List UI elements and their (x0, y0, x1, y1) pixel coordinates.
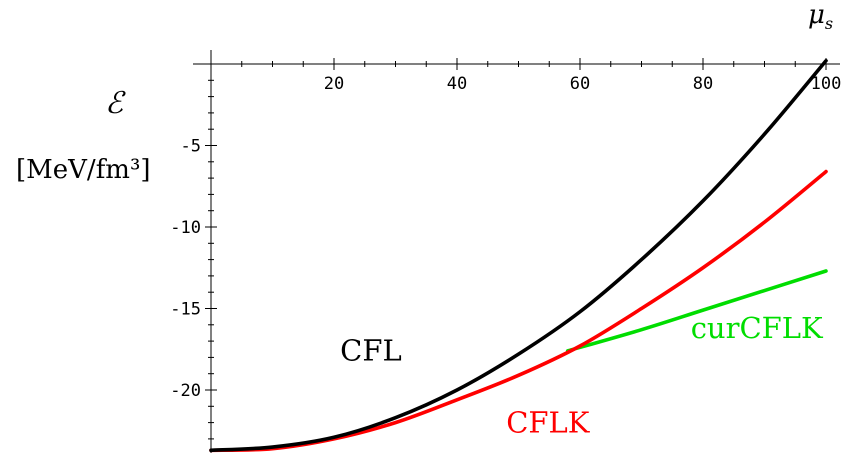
annotation-cflk: CFLK (506, 405, 591, 439)
annotation-cfl: CFL (340, 334, 402, 368)
series-line-cfl (209, 58, 828, 453)
y-tick-label: -5 (181, 137, 201, 157)
x-tick-label: 40 (447, 74, 467, 94)
x-axis-label: μs (808, 0, 833, 33)
series-lines (209, 58, 828, 453)
x-tick-label: 80 (693, 74, 713, 94)
x-ticks: 20 40 60 80 100 (324, 58, 842, 94)
x-tick-label: 60 (570, 74, 590, 94)
y-tick-label: -10 (170, 218, 201, 238)
y-ticks: -5 -10 -15 -20 (170, 137, 217, 401)
minor-ticks (208, 61, 796, 440)
x-tick-label: 100 (811, 74, 842, 94)
y-axis-label-unit: [MeV/fm³] (16, 155, 151, 185)
x-tick-label: 20 (324, 74, 344, 94)
annotation-curcflk: curCFLK (691, 311, 824, 345)
series-line-curcflk (565, 269, 828, 353)
x-axis-label-subscript: s (825, 14, 833, 33)
y-tick-label: -15 (170, 300, 201, 320)
y-axis-label-symbol: ℰ (105, 86, 126, 121)
y-tick-label: -20 (170, 381, 201, 401)
